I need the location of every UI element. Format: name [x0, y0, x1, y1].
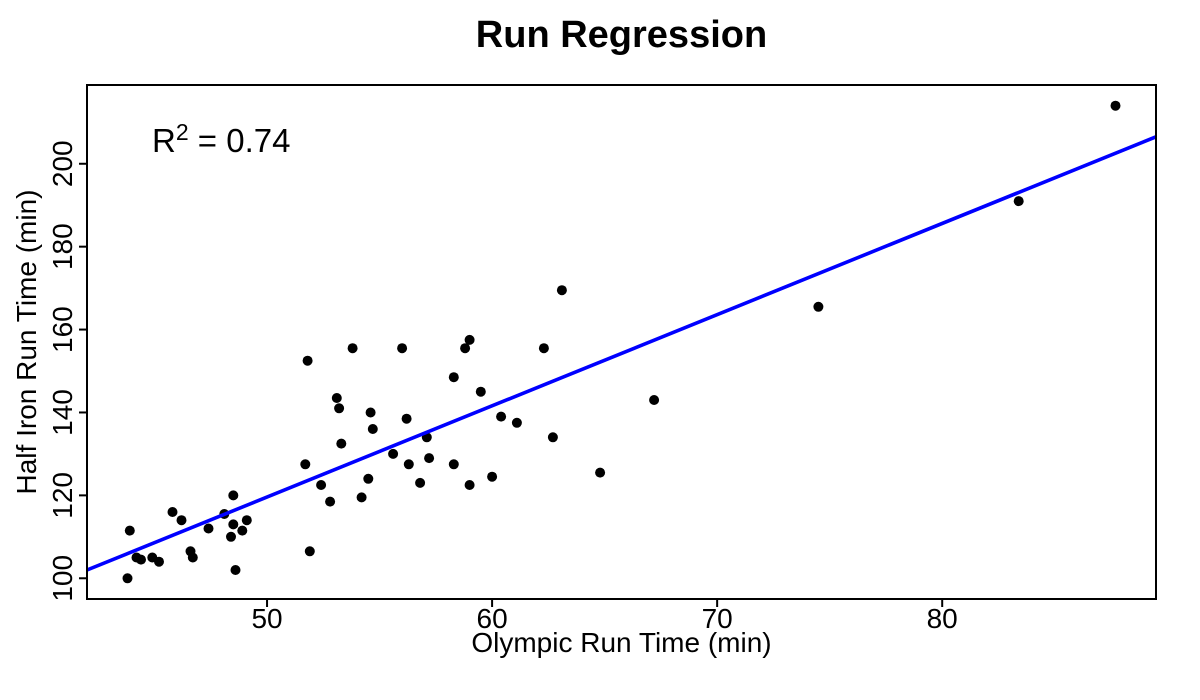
y-axis-tick-label: 180: [47, 223, 78, 270]
y-axis-label: Half Iron Run Time (min): [11, 189, 42, 495]
data-point: [448, 372, 459, 383]
data-point: [154, 556, 164, 567]
x-axis-tick-label: 70: [702, 603, 733, 634]
data-point: [363, 473, 374, 484]
data-point: [487, 471, 498, 482]
data-point: [415, 477, 426, 488]
data-point: [347, 343, 358, 354]
data-point: [464, 480, 475, 490]
data-point: [464, 334, 475, 345]
x-axis-tick-label: 80: [927, 603, 958, 634]
x-axis-tick-label: 60: [477, 603, 508, 634]
regression-line: [86, 135, 1157, 572]
r-squared-annotation: R2 = 0.74: [152, 119, 291, 160]
data-point: [460, 343, 471, 354]
data-point: [136, 554, 146, 565]
data-point: [228, 519, 239, 530]
data-point: [167, 507, 178, 517]
r-squared-base: R: [152, 122, 176, 159]
data-point: [424, 453, 435, 464]
data-point: [511, 417, 522, 428]
r-squared-value: = 0.74: [188, 122, 291, 159]
data-point: [538, 343, 549, 354]
data-point: [367, 424, 378, 434]
data-point: [397, 343, 408, 354]
data-point: [302, 355, 313, 366]
data-point: [304, 546, 315, 557]
data-point: [316, 480, 327, 490]
data-point: [356, 492, 367, 503]
data-point: [226, 531, 236, 542]
data-point: [122, 573, 133, 584]
data-point: [649, 395, 660, 405]
plot-box: [86, 84, 1157, 600]
data-point: [475, 386, 486, 397]
r-squared-exponent: 2: [175, 119, 189, 145]
data-point: [237, 525, 248, 536]
data-point: [813, 301, 824, 312]
y-axis-tick-label: 160: [47, 306, 78, 353]
data-point: [1110, 100, 1121, 111]
data-point: [547, 432, 558, 443]
data-point: [403, 459, 414, 470]
x-axis-tick-label: 50: [251, 603, 282, 634]
data-point: [325, 496, 336, 507]
data-point: [496, 411, 507, 422]
data-point: [388, 448, 399, 459]
y-axis-tick-label: 140: [47, 389, 78, 436]
y-axis-tick-label: 120: [47, 472, 78, 519]
data-point: [187, 552, 198, 563]
data-point: [241, 515, 252, 526]
data-point: [1013, 196, 1024, 207]
data-point: [401, 413, 412, 424]
data-point: [595, 467, 606, 478]
y-axis-tick-label: 200: [47, 140, 78, 187]
data-point: [334, 403, 345, 414]
data-point: [203, 523, 214, 534]
data-point: [230, 565, 241, 575]
y-axis-tick-label: 100: [47, 555, 78, 602]
data-point: [448, 459, 459, 470]
chart-title: Run Regression: [475, 14, 768, 56]
data-point: [300, 459, 311, 470]
data-point: [365, 407, 376, 418]
data-point: [228, 490, 239, 501]
data-point: [331, 393, 342, 403]
x-axis-label: Olympic Run Time (min): [471, 627, 772, 658]
data-point: [124, 525, 135, 536]
data-point: [176, 515, 187, 526]
data-point: [336, 438, 347, 449]
data-point: [556, 285, 567, 296]
